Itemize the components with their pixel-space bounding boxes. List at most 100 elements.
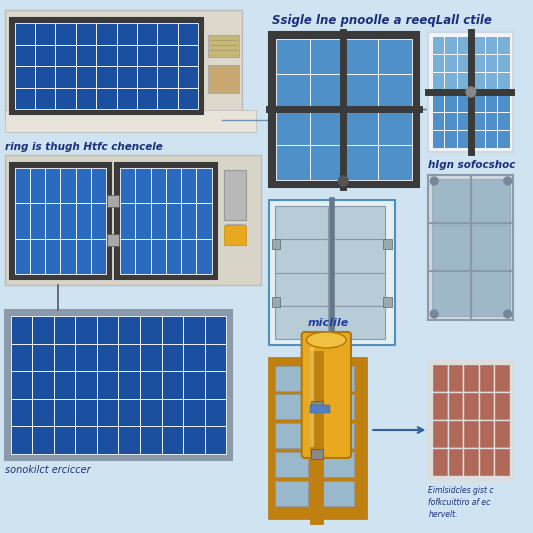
- Bar: [457, 36, 469, 54]
- Bar: [473, 36, 485, 54]
- Bar: [479, 448, 494, 476]
- Bar: [76, 66, 96, 87]
- Bar: [497, 112, 510, 130]
- Bar: [157, 44, 178, 66]
- Bar: [494, 448, 510, 476]
- Bar: [137, 23, 157, 44]
- Bar: [140, 426, 161, 454]
- Bar: [10, 18, 203, 114]
- Bar: [14, 168, 30, 203]
- Bar: [432, 270, 471, 316]
- Bar: [497, 72, 510, 90]
- Bar: [183, 344, 205, 371]
- Bar: [115, 163, 216, 279]
- Bar: [150, 203, 166, 239]
- Bar: [30, 239, 45, 274]
- Bar: [76, 87, 96, 109]
- Circle shape: [504, 310, 512, 318]
- Bar: [457, 54, 469, 72]
- Bar: [473, 94, 485, 112]
- Bar: [445, 112, 457, 130]
- Bar: [35, 87, 55, 109]
- Bar: [205, 426, 227, 454]
- Circle shape: [338, 176, 348, 186]
- Bar: [429, 360, 513, 480]
- Bar: [272, 238, 280, 248]
- Bar: [310, 39, 344, 74]
- Bar: [135, 203, 150, 239]
- Bar: [14, 87, 35, 109]
- Bar: [463, 392, 479, 420]
- Bar: [183, 371, 205, 399]
- Bar: [54, 399, 75, 426]
- Bar: [117, 66, 137, 87]
- Bar: [479, 420, 494, 448]
- Bar: [497, 130, 510, 148]
- Bar: [445, 36, 457, 54]
- Bar: [97, 344, 118, 371]
- Bar: [97, 371, 118, 399]
- Bar: [197, 203, 212, 239]
- Circle shape: [504, 177, 512, 185]
- Bar: [269, 200, 394, 345]
- Bar: [332, 306, 385, 339]
- Bar: [274, 452, 309, 477]
- Bar: [137, 87, 157, 109]
- Bar: [274, 423, 309, 448]
- Bar: [178, 66, 198, 87]
- Bar: [197, 168, 212, 203]
- Bar: [30, 203, 45, 239]
- Bar: [14, 203, 30, 239]
- Bar: [11, 371, 32, 399]
- Circle shape: [466, 87, 476, 97]
- Bar: [54, 426, 75, 454]
- Bar: [161, 344, 183, 371]
- Bar: [494, 420, 510, 448]
- Bar: [157, 66, 178, 87]
- Bar: [30, 168, 45, 203]
- Bar: [120, 239, 135, 274]
- Bar: [60, 168, 76, 203]
- Bar: [485, 130, 497, 148]
- Bar: [91, 239, 107, 274]
- Bar: [96, 87, 117, 109]
- Bar: [120, 203, 135, 239]
- Bar: [269, 358, 366, 518]
- Bar: [135, 239, 150, 274]
- Bar: [310, 145, 344, 180]
- Bar: [432, 36, 445, 54]
- Bar: [432, 94, 445, 112]
- Bar: [276, 74, 310, 109]
- Bar: [166, 239, 181, 274]
- Bar: [448, 448, 463, 476]
- Bar: [166, 203, 181, 239]
- Bar: [497, 54, 510, 72]
- Bar: [205, 371, 227, 399]
- Text: hIgn sofocshoc: hIgn sofocshoc: [429, 160, 516, 170]
- Bar: [54, 371, 75, 399]
- Bar: [205, 316, 227, 344]
- Bar: [432, 179, 471, 225]
- Bar: [150, 168, 166, 203]
- Bar: [224, 225, 246, 245]
- Bar: [32, 399, 54, 426]
- Bar: [378, 39, 412, 74]
- Bar: [14, 23, 35, 44]
- Bar: [485, 112, 497, 130]
- Bar: [276, 109, 310, 145]
- Bar: [320, 394, 354, 419]
- Bar: [429, 32, 513, 152]
- Bar: [140, 371, 161, 399]
- Bar: [161, 316, 183, 344]
- Bar: [178, 23, 198, 44]
- Bar: [183, 426, 205, 454]
- Bar: [150, 239, 166, 274]
- Bar: [310, 74, 344, 109]
- Bar: [32, 371, 54, 399]
- Bar: [183, 399, 205, 426]
- Bar: [75, 316, 97, 344]
- Bar: [118, 399, 140, 426]
- Bar: [445, 130, 457, 148]
- Bar: [208, 65, 239, 93]
- Bar: [457, 112, 469, 130]
